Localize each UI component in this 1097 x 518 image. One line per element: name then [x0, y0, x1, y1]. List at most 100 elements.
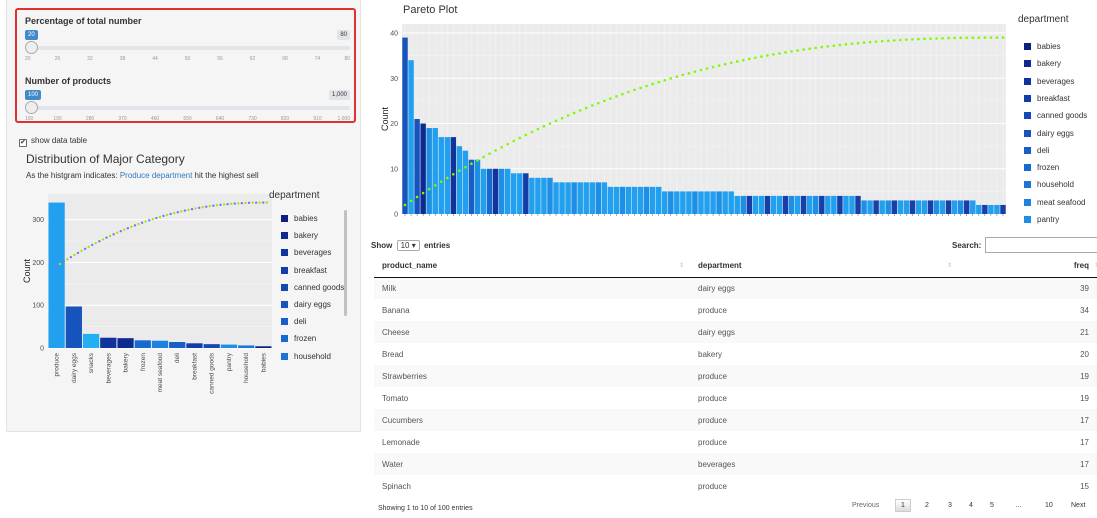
bar [186, 343, 203, 348]
cumulative-point [158, 215, 162, 219]
cumulative-point [66, 258, 69, 261]
cumulative-point [814, 46, 818, 50]
y-tick-label: 200 [32, 260, 44, 267]
cumulative-point [609, 97, 612, 100]
bar [933, 200, 940, 214]
legend-swatch [1024, 146, 1031, 154]
legend-label: babies [1037, 42, 1061, 51]
slider-tick-label: 56 [217, 56, 223, 62]
bar [734, 195, 740, 214]
legend-swatch [281, 301, 288, 308]
pagination-page-button[interactable]: 5 [990, 502, 994, 509]
bar [988, 204, 994, 214]
cumulative-point [578, 109, 582, 112]
legend-label: canned goods [1037, 111, 1088, 121]
x-tick-label: meat seafood [157, 353, 164, 393]
bar [655, 186, 662, 214]
plot-panel [402, 24, 1006, 214]
cumulative-point [862, 41, 866, 44]
bar [438, 137, 444, 214]
cell-department: produce [698, 305, 727, 315]
table-row[interactable]: Bread bakery 20 [374, 343, 1097, 365]
percentage-slider[interactable]: 20 80 20 26 32 38 44 50 56 62 68 74 80 [25, 30, 350, 62]
legend-item: pantry [1024, 215, 1059, 224]
legend-item: beverages [1024, 77, 1074, 86]
legend-item: dairy eggs [1024, 129, 1074, 138]
slider-tick-label: 820 [280, 116, 290, 122]
table-row[interactable]: Lemonade produce 17 [374, 431, 1097, 453]
table-row[interactable]: Strawberries produce 19 [374, 365, 1097, 387]
checkbox-checked-icon[interactable]: ✔ [19, 139, 27, 147]
bar [921, 200, 928, 214]
percentage-slider-handle[interactable] [25, 41, 38, 54]
cell-product-name: Lemonade [382, 437, 420, 447]
bar [48, 202, 65, 348]
cumulative-point [230, 202, 233, 206]
pagination-page-button[interactable]: 10 [1045, 502, 1053, 509]
column-header-department[interactable]: department ⇕ [690, 255, 958, 278]
pagination-page-button[interactable]: 2 [925, 502, 929, 509]
table-row[interactable]: Milk dairy eggs 39 [374, 277, 1097, 299]
legend-label: babies [294, 214, 318, 223]
cumulative-point [645, 84, 648, 88]
column-header-product-name[interactable]: product_name ⇕ [374, 255, 690, 278]
cumulative-point [506, 142, 509, 146]
bar [486, 168, 493, 214]
table-row[interactable]: Tomato produce 19 [374, 387, 1097, 409]
table-row[interactable]: Cheese dairy eggs 21 [374, 321, 1097, 343]
pagination-page-button[interactable]: 3 [948, 502, 952, 509]
bar [722, 191, 728, 214]
cell-product-name: Milk [374, 277, 690, 299]
x-tick-label: household [243, 353, 250, 383]
show-data-table-checkbox[interactable]: ✔ show data table [19, 136, 87, 147]
bar [643, 186, 650, 214]
bar [788, 195, 795, 214]
bar [885, 200, 891, 214]
legend-swatch [1024, 164, 1031, 172]
bar [492, 168, 499, 214]
pagination-previous-button[interactable]: Previous [852, 502, 880, 509]
legend-item: meat seafood [1024, 198, 1085, 207]
percentage-slider-track[interactable] [25, 46, 350, 50]
table-row[interactable]: Spinach produce 15 [374, 475, 1097, 497]
cell-department: produce [690, 409, 958, 431]
products-slider-handle[interactable] [25, 101, 38, 114]
cumulative-point [675, 75, 679, 78]
cumulative-point [446, 176, 449, 180]
column-header-freq[interactable]: freq ⇕ [958, 255, 1097, 278]
legend-label: meat seafood [1037, 197, 1086, 207]
legend-label: dairy eggs [1037, 128, 1074, 138]
legend-item: babies [1024, 42, 1061, 51]
legend-swatch [281, 232, 288, 240]
bar [535, 177, 541, 214]
legend-swatch [1024, 129, 1031, 137]
products-slider-track[interactable] [25, 106, 350, 110]
legend-label: dairy eggs [294, 300, 331, 309]
cumulative-point [826, 45, 830, 48]
table-row[interactable]: Water beverages 17 [374, 453, 1097, 475]
legend-label: canned goods [294, 282, 345, 292]
bar [825, 195, 831, 214]
pagination-page-button[interactable]: 4 [969, 502, 973, 509]
cumulative-point [488, 152, 491, 155]
products-slider[interactable]: 100 1,000 100 190 280 370 460 550 640 730 820 910… [25, 90, 350, 122]
table-length-select[interactable]: 10 ▾ [396, 240, 420, 251]
slider-tick-label: 80 [344, 56, 350, 62]
cumulative-point [590, 104, 594, 107]
bar [849, 195, 855, 214]
table-search-input[interactable] [985, 237, 1097, 253]
pagination-page-button[interactable]: 1 [895, 499, 911, 512]
cumulative-point [254, 201, 258, 204]
cumulative-point [989, 36, 993, 39]
cumulative-point [917, 37, 920, 41]
slider-tick-label: 550 [183, 116, 192, 122]
distribution-legend-scrollbar[interactable] [344, 210, 347, 316]
table-row[interactable]: Banana produce 34 [374, 299, 1097, 321]
cumulative-point [820, 45, 824, 49]
slider-tick-label: 74 [314, 56, 321, 62]
legend-item: deli [281, 317, 306, 326]
table-row[interactable]: Cucumbers produce 17 [374, 409, 1097, 431]
pagination-next-button[interactable]: Next [1071, 502, 1086, 509]
bar [607, 186, 614, 214]
show-data-table-label: show data table [31, 136, 88, 145]
